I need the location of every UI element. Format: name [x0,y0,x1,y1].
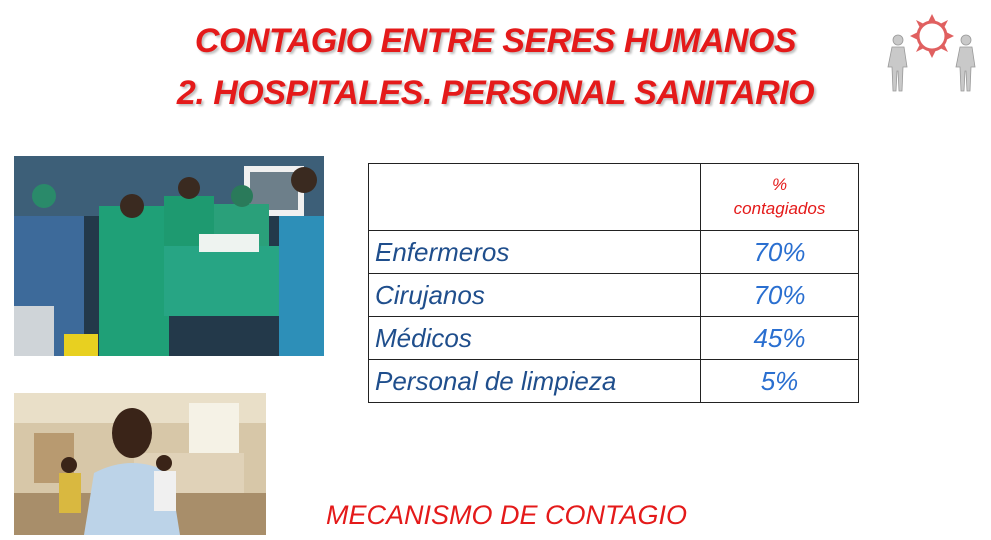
row-percent: 70% [700,230,859,274]
surgery-room-photo [14,156,324,356]
table-header-percent: % contagiados [700,163,859,231]
row-percent: 70% [700,273,859,317]
row-category: Cirujanos [368,273,701,317]
table-row: Enfermeros 70% [368,230,859,274]
table-row: Médicos 45% [368,316,859,360]
table-header-empty-cell [368,163,701,231]
header-contagiados-label: contagiados [733,199,826,218]
header-percent-symbol: % [771,175,788,194]
hospital-ward-photo [14,393,266,535]
row-percent: 5% [700,359,859,403]
slide-title-line2: 2. HOSPITALES. PERSONAL SANITARIO [176,74,815,112]
row-category: Médicos [368,316,701,360]
table-header-row: % contagiados [368,163,859,231]
row-category: Personal de limpieza [368,359,701,403]
row-percent: 45% [700,316,859,360]
infection-rate-table: % contagiados Enfermeros 70% Cirujanos 7… [368,163,859,403]
human-figures-logo-icon [887,14,976,92]
mechanism-caption: MECANISMO DE CONTAGIO [326,500,688,530]
table-row: Cirujanos 70% [368,273,859,317]
table-row: Personal de limpieza 5% [368,359,859,403]
row-category: Enfermeros [368,230,701,274]
slide-title-line1: CONTAGIO ENTRE SERES HUMANOS [194,22,797,60]
